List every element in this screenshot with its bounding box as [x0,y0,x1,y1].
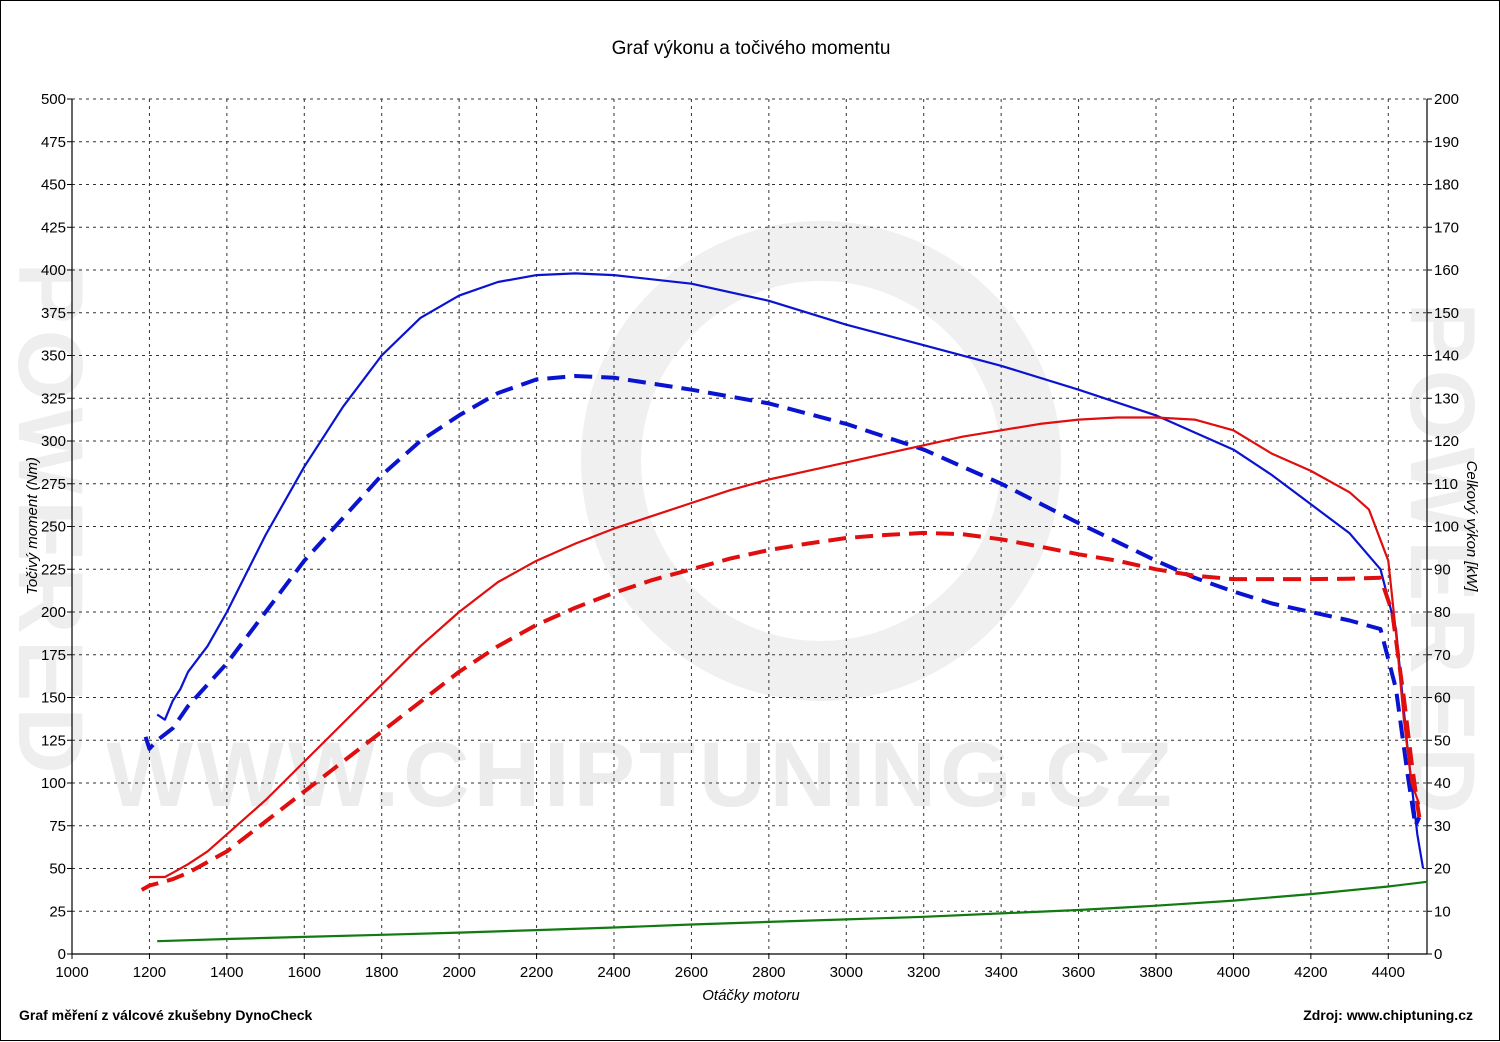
y-left-tick-label: 500 [41,91,66,108]
y-left-tick-label: 425 [41,219,66,236]
x-tick-label: 3800 [1139,964,1172,981]
grid [72,98,1427,954]
footer-source-right: Zdroj: www.chiptuning.cz [1303,1007,1473,1023]
x-axis-label: Otáčky motoru [702,987,800,1004]
x-tick-labels: 1000 1200 1400 1600 1800 2000 2200 2400 2600 2800… [55,964,1405,981]
y-left-tick-label: 300 [41,433,66,450]
x-tick-label: 3400 [984,964,1017,981]
series-line-2 [149,416,1421,879]
x-tick-label: 1600 [288,964,321,981]
y-left-tick-label: 400 [41,262,66,279]
y-left-tick-label: 100 [41,775,66,792]
y-left-tick-label: 325 [41,390,66,407]
x-tick-label: 1000 [55,964,88,981]
y-right-tick-label: 190 [1434,134,1459,151]
footer-source-left: Graf měření z válcové zkušebny DynoCheck [19,1007,313,1023]
y-right-tick-label: 160 [1434,262,1459,279]
y-left-tick-label: 200 [41,604,66,621]
y-right-tick-label: 10 [1434,903,1451,920]
y-right-tick-label: 50 [1434,732,1451,749]
y-left-tick-label: 275 [41,476,66,493]
x-tick-label: 3600 [1062,964,1095,981]
watermark-text: WWW.CHIPTUNING.CZ [106,724,1176,826]
y-left-tick-label: 250 [41,519,66,536]
y-right-tick-label: 180 [1434,177,1459,194]
y-left-axis-label: Točivý moment (Nm) [24,457,41,595]
x-tick-label: 2200 [520,964,553,981]
y-right-tick-label: 100 [1434,519,1459,536]
y-right-tick-label: 20 [1434,861,1451,878]
x-tick-label: 2600 [675,964,708,981]
y-right-tick-label: 60 [1434,690,1451,707]
chart-title: Graf výkonu a točivého momentu [612,38,891,59]
x-tick-label: 4200 [1294,964,1327,981]
y-left-tick-label: 350 [41,348,66,365]
y-right-tick-label: 130 [1434,390,1459,407]
y-right-tick-label: 70 [1434,647,1451,664]
y-right-tick-label: 40 [1434,775,1451,792]
y-left-tick-label: 50 [49,861,66,878]
x-tick-label: 4400 [1372,964,1405,981]
axes [67,98,1432,959]
y-left-tick-label: 375 [41,305,66,322]
y-right-tick-label: 200 [1434,91,1459,108]
y-left-tick-label: 25 [49,903,66,920]
y-left-tick-label: 475 [41,134,66,151]
x-tick-label: 2000 [442,964,475,981]
y-left-tick-label: 75 [49,818,66,835]
y-right-tick-label: 90 [1434,561,1451,578]
y-right-tick-labels: 0 10 20 30 40 50 60 70 80 90 100 110 120 130 140 150 160… [1434,91,1459,963]
y-left-tick-label: 150 [41,690,66,707]
x-tick-label: 4000 [1217,964,1250,981]
y-right-tick-label: 110 [1434,476,1458,493]
series-line-1 [143,374,1422,828]
y-left-tick-label: 125 [41,732,66,749]
y-right-tick-label: 0 [1434,946,1442,963]
x-tick-label: 2800 [752,964,785,981]
y-right-tick-label: 170 [1434,219,1459,236]
series-line-3 [140,530,1422,892]
x-tick-label: 1800 [365,964,398,981]
x-tick-label: 1400 [210,964,243,981]
series-line-4 [157,880,1428,943]
y-right-tick-label: 80 [1434,604,1451,621]
y-right-tick-label: 150 [1434,305,1459,322]
y-right-axis-label: Celkový výkon [kW] [1463,461,1480,593]
series [140,272,1428,943]
y-right-tick-label: 30 [1434,818,1451,835]
series-line-0 [156,272,1425,869]
x-tick-label: 3200 [907,964,940,981]
y-left-tick-label: 175 [41,647,66,664]
y-left-tick-label: 225 [41,561,66,578]
y-right-tick-label: 120 [1434,433,1459,450]
y-left-tick-labels: 0 25 50 75 100 125 150 175 200 225 250 275 300 325 350… [41,91,66,963]
y-left-tick-label: 450 [41,177,66,194]
x-tick-label: 2400 [597,964,630,981]
y-left-tick-label: 0 [58,946,66,963]
x-tick-label: 1200 [133,964,166,981]
watermark-logo-ring [581,221,1061,701]
x-tick-label: 3000 [830,964,863,981]
watermark-side-left: POWERED [1,262,101,779]
y-right-tick-label: 140 [1434,348,1459,365]
